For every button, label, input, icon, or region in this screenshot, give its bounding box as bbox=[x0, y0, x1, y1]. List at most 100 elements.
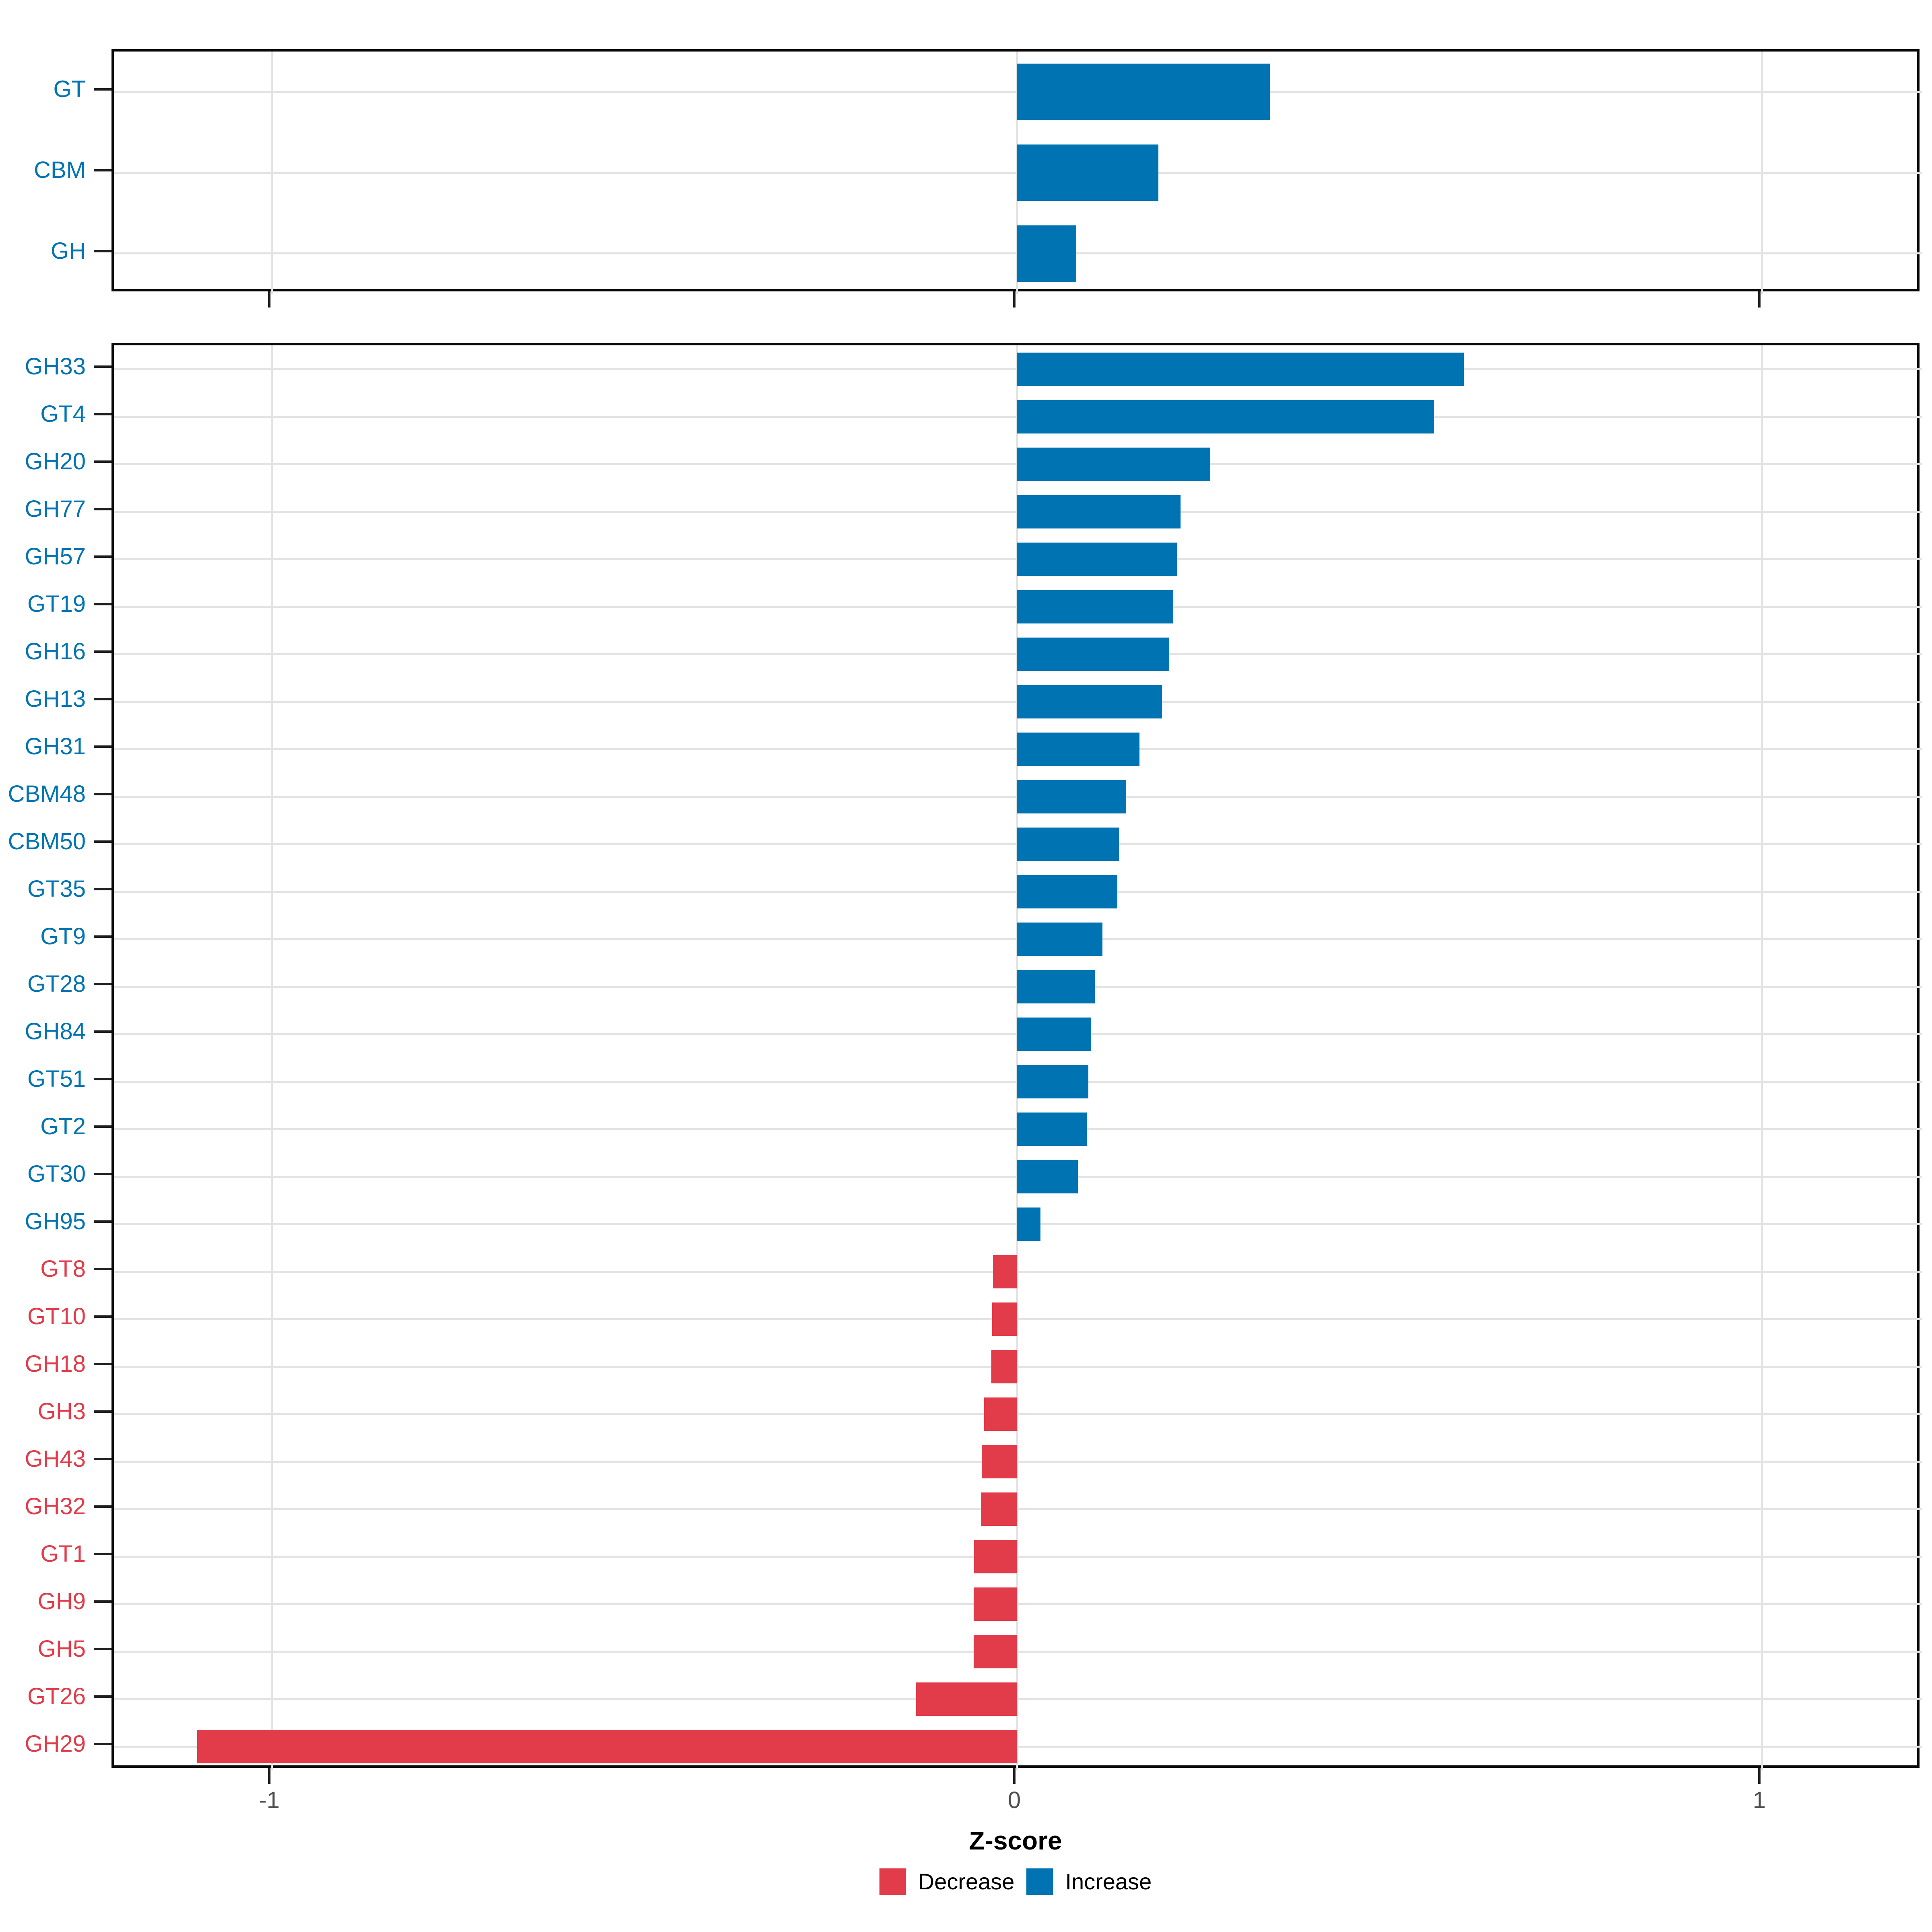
y-tick-mark bbox=[94, 1363, 111, 1365]
bar-GT8 bbox=[993, 1255, 1017, 1288]
increase-swatch-icon bbox=[1026, 1868, 1053, 1895]
y-tick-mark bbox=[94, 1458, 111, 1460]
y-gridline bbox=[114, 1366, 1922, 1368]
y-tick-mark bbox=[94, 793, 111, 795]
category-label-GT4: GT4 bbox=[40, 401, 86, 427]
legend-item-increase: Increase bbox=[1026, 1868, 1152, 1895]
bar-GH29 bbox=[197, 1730, 1017, 1763]
category-label-GH18: GH18 bbox=[25, 1351, 86, 1377]
bar-GH32 bbox=[981, 1492, 1017, 1526]
category-label-GT2: GT2 bbox=[40, 1113, 86, 1139]
y-tick-mark bbox=[94, 1553, 111, 1555]
x-tick-mark bbox=[1758, 291, 1761, 308]
category-label-GT19: GT19 bbox=[27, 591, 86, 617]
category-label-GH95: GH95 bbox=[25, 1208, 86, 1234]
y-tick-mark bbox=[94, 1173, 111, 1175]
y-tick-mark bbox=[94, 698, 111, 700]
bar-GH18 bbox=[991, 1350, 1017, 1383]
category-label-GH3: GH3 bbox=[37, 1398, 86, 1424]
category-label-GT1: GT1 bbox=[40, 1541, 86, 1567]
category-label-GH33: GH33 bbox=[25, 353, 86, 380]
y-gridline bbox=[114, 1556, 1922, 1558]
y-tick-mark bbox=[94, 745, 111, 748]
category-label-GT51: GT51 bbox=[27, 1066, 86, 1092]
category-label-GH13: GH13 bbox=[25, 686, 86, 712]
x-tick-mark bbox=[1758, 1768, 1761, 1784]
bar-GT9 bbox=[1017, 923, 1102, 956]
bar-GH77 bbox=[1017, 495, 1181, 528]
y-tick-mark bbox=[94, 840, 111, 843]
category-label-GT9: GT9 bbox=[40, 923, 86, 949]
y-gridline bbox=[114, 1746, 1922, 1748]
bar-GT19 bbox=[1017, 590, 1173, 623]
y-tick-mark bbox=[94, 169, 111, 171]
x-tick-label: 0 bbox=[1007, 1787, 1021, 1813]
category-label-GT10: GT10 bbox=[27, 1303, 86, 1329]
y-tick-mark bbox=[94, 555, 111, 558]
bar-GH57 bbox=[1017, 543, 1177, 576]
y-tick-mark bbox=[94, 935, 111, 938]
category-label-GT26: GT26 bbox=[27, 1683, 86, 1709]
y-gridline bbox=[114, 1318, 1922, 1320]
x-tick-mark bbox=[268, 291, 270, 308]
bar-CBM50 bbox=[1017, 828, 1119, 861]
bar-GT51 bbox=[1017, 1065, 1088, 1098]
y-gridline bbox=[114, 1698, 1922, 1700]
y-tick-mark bbox=[94, 1268, 111, 1270]
bar-GH bbox=[1017, 225, 1076, 282]
y-gridline bbox=[114, 1603, 1922, 1605]
x-tick-label: 1 bbox=[1752, 1787, 1766, 1813]
category-label-GH84: GH84 bbox=[25, 1018, 86, 1044]
category-label-GH9: GH9 bbox=[37, 1588, 86, 1614]
category-label-GT28: GT28 bbox=[27, 971, 86, 997]
category-label-GH32: GH32 bbox=[25, 1493, 86, 1519]
bar-GT bbox=[1017, 64, 1270, 120]
x-tick-mark bbox=[1013, 1768, 1016, 1784]
x-axis-title: Z-score bbox=[969, 1826, 1062, 1855]
y-tick-mark bbox=[94, 1600, 111, 1603]
y-tick-mark bbox=[94, 1505, 111, 1508]
bar-GT30 bbox=[1017, 1160, 1078, 1193]
y-gridline bbox=[114, 1508, 1922, 1510]
y-tick-mark bbox=[94, 1743, 111, 1745]
bar-CBM48 bbox=[1017, 780, 1126, 813]
bar-GH95 bbox=[1017, 1208, 1040, 1241]
category-label-CBM48: CBM48 bbox=[8, 781, 86, 807]
category-label-GT: GT bbox=[53, 76, 86, 102]
bar-GT28 bbox=[1017, 970, 1095, 1003]
y-tick-mark bbox=[94, 1695, 111, 1698]
category-label-GH31: GH31 bbox=[25, 733, 86, 760]
bar-GT2 bbox=[1017, 1113, 1087, 1146]
y-tick-mark bbox=[94, 888, 111, 890]
category-label-GH77: GH77 bbox=[25, 496, 86, 522]
category-label-CBM50: CBM50 bbox=[8, 828, 86, 855]
y-tick-mark bbox=[94, 650, 111, 653]
y-tick-mark bbox=[94, 508, 111, 510]
y-tick-mark bbox=[94, 1030, 111, 1033]
category-label-GH: GH bbox=[51, 238, 86, 264]
category-label-GT8: GT8 bbox=[40, 1256, 86, 1282]
x-tick-mark bbox=[268, 1768, 270, 1784]
bar-GT35 bbox=[1017, 875, 1117, 908]
category-label-GH16: GH16 bbox=[25, 638, 86, 665]
y-gridline bbox=[114, 1461, 1922, 1463]
legend-label-decrease: Decrease bbox=[918, 1869, 1015, 1894]
y-tick-mark bbox=[94, 1315, 111, 1318]
bar-GH20 bbox=[1017, 448, 1210, 481]
x-gridline bbox=[1016, 345, 1018, 1770]
family-panel bbox=[111, 343, 1922, 1770]
category-label-GT30: GT30 bbox=[27, 1161, 86, 1187]
y-tick-mark bbox=[94, 603, 111, 605]
x-gridline bbox=[1761, 345, 1763, 1770]
category-label-CBM: CBM bbox=[34, 157, 86, 183]
y-tick-mark bbox=[94, 983, 111, 985]
y-tick-mark bbox=[94, 460, 111, 463]
bar-GT26 bbox=[916, 1682, 1017, 1716]
y-gridline bbox=[114, 1651, 1922, 1653]
y-tick-mark bbox=[94, 250, 111, 252]
y-tick-mark bbox=[94, 1078, 111, 1080]
bar-GT10 bbox=[992, 1302, 1017, 1336]
x-tick-mark bbox=[1013, 291, 1016, 308]
bar-GH33 bbox=[1017, 353, 1464, 386]
